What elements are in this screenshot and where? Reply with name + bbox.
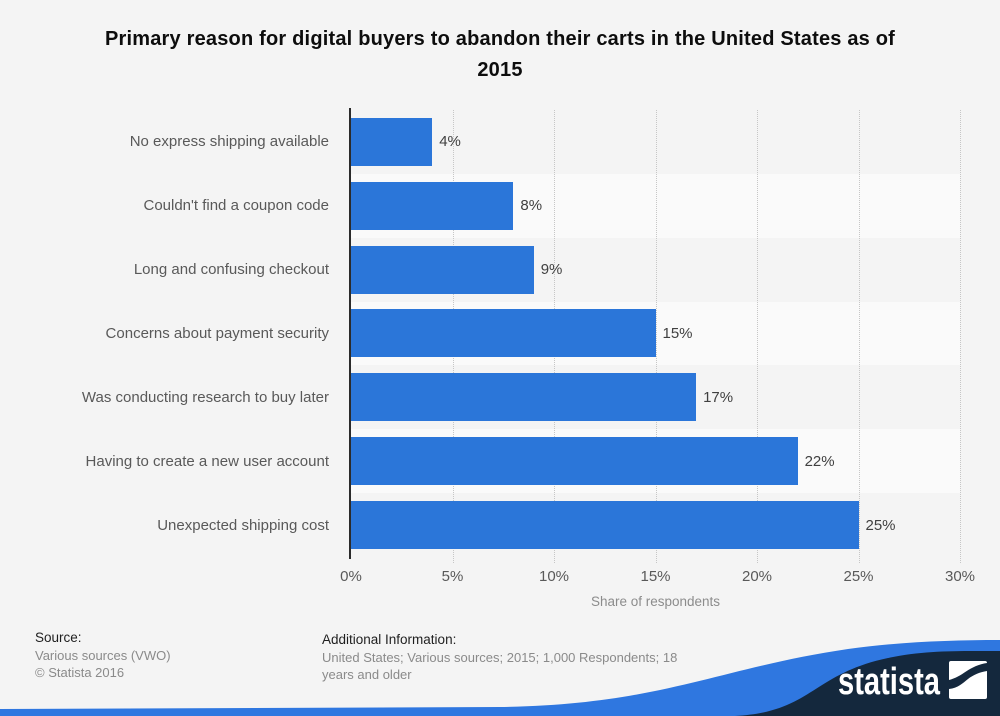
category-label: Couldn't find a coupon code <box>143 197 329 215</box>
bar <box>351 117 433 166</box>
value-label: 4% <box>439 133 461 151</box>
category-axis-labels: No express shipping available Couldn't fi… <box>0 110 340 557</box>
value-label: 8% <box>520 197 543 215</box>
value-label: 22% <box>804 452 835 470</box>
plot-area: 4% 8% 9% 15% 17% 22% 25% <box>351 110 961 563</box>
chart-title: Primary reason for digital buyers to aba… <box>104 28 896 81</box>
x-tick-label: 15% <box>640 568 671 585</box>
bar-row: 25% <box>351 493 960 557</box>
bar <box>351 373 697 422</box>
category-label: Concerns about payment security <box>105 324 329 342</box>
x-axis-title: Share of respondents <box>590 594 721 609</box>
source-block: Source: Various sources (VWO) © Statista… <box>35 630 171 681</box>
category-label: Long and confusing checkout <box>133 261 329 279</box>
source-text: Various sources (VWO) <box>35 648 171 663</box>
bar <box>351 309 656 358</box>
bar <box>351 501 859 550</box>
x-tick-label: 0% <box>340 568 362 585</box>
bar-row: 17% <box>351 365 960 429</box>
x-axis-tick-labels: 0% 5% 10% 15% 20% 25% 30% <box>340 568 975 588</box>
bar-row: 15% <box>351 302 960 366</box>
gridline <box>960 110 961 563</box>
source-label: Source: <box>35 630 82 645</box>
category-label: Unexpected shipping cost <box>157 516 329 534</box>
value-label: 15% <box>662 324 693 342</box>
value-label: 25% <box>865 516 896 534</box>
bar-row: 8% <box>351 174 960 238</box>
category-label: Having to create a new user account <box>85 452 329 470</box>
additional-info-text: United States; Various sources; 2015; 1,… <box>322 650 678 682</box>
copyright-text: © Statista 2016 <box>35 664 125 680</box>
bar-row: 22% <box>351 429 960 493</box>
bottom-wave-decoration <box>0 640 1000 716</box>
x-tick-label: 20% <box>741 568 773 585</box>
bar <box>351 437 798 486</box>
x-tick-label: 25% <box>843 568 874 585</box>
value-label: 9% <box>540 261 563 279</box>
category-label: No express shipping available <box>129 133 329 151</box>
x-tick-label: 30% <box>944 568 976 585</box>
bar <box>351 181 514 230</box>
x-tick-label: 5% <box>441 568 464 585</box>
value-label: 17% <box>703 388 734 406</box>
statista-logo-text: statista <box>838 661 941 702</box>
bar-row: 4% <box>351 110 960 174</box>
category-label: Was conducting research to buy later <box>81 388 329 406</box>
bar-row: 9% <box>351 238 960 302</box>
x-tick-label: 10% <box>538 568 570 585</box>
additional-info-label: Additional Information: <box>322 632 457 647</box>
statista-logo-mark-icon <box>949 661 987 699</box>
gridline <box>858 110 860 563</box>
gridline <box>757 110 758 563</box>
statista-logo: statista <box>836 658 988 707</box>
gridline <box>655 110 657 563</box>
bar <box>351 245 534 294</box>
y-axis-line <box>349 108 351 559</box>
additional-info-block: Additional Information: United States; V… <box>322 632 704 683</box>
